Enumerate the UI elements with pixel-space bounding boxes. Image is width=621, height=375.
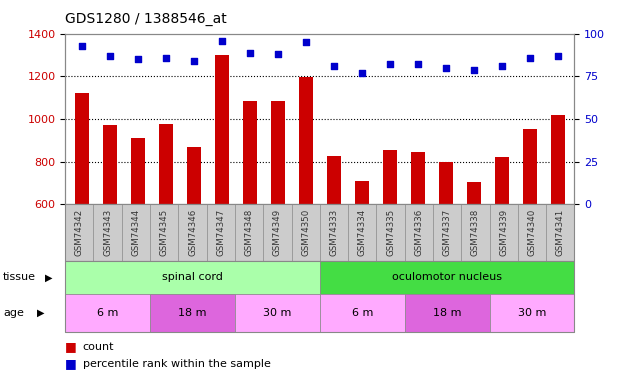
- Text: GSM74345: GSM74345: [160, 209, 169, 256]
- Text: GSM74343: GSM74343: [103, 209, 112, 256]
- Text: GSM74349: GSM74349: [273, 209, 282, 256]
- Text: 18 m: 18 m: [178, 308, 207, 318]
- Text: GSM74350: GSM74350: [301, 209, 310, 256]
- Bar: [131, 138, 145, 204]
- Text: GSM74342: GSM74342: [75, 209, 84, 256]
- Text: GDS1280 / 1388546_at: GDS1280 / 1388546_at: [65, 12, 227, 26]
- Text: count: count: [83, 342, 114, 352]
- Text: GSM74344: GSM74344: [132, 209, 140, 256]
- Point: [525, 55, 535, 61]
- Text: 18 m: 18 m: [433, 308, 461, 318]
- Text: ■: ■: [65, 340, 77, 353]
- Point: [245, 50, 255, 55]
- Point: [357, 70, 367, 76]
- Point: [413, 62, 423, 68]
- Bar: [159, 124, 173, 204]
- Text: GSM74333: GSM74333: [330, 209, 338, 256]
- Bar: [438, 162, 453, 204]
- Text: 6 m: 6 m: [97, 308, 119, 318]
- Bar: [410, 152, 425, 204]
- Point: [329, 63, 339, 69]
- Text: GSM74348: GSM74348: [245, 209, 253, 256]
- Text: 30 m: 30 m: [518, 308, 546, 318]
- Bar: [327, 156, 341, 204]
- Text: GSM74337: GSM74337: [443, 209, 451, 256]
- Text: GSM74339: GSM74339: [499, 209, 508, 256]
- Text: ▶: ▶: [37, 308, 44, 318]
- Point: [301, 39, 310, 45]
- Point: [217, 38, 227, 44]
- Bar: [243, 101, 257, 204]
- Point: [497, 63, 507, 69]
- Text: 30 m: 30 m: [263, 308, 292, 318]
- Bar: [495, 158, 509, 204]
- Text: GSM74336: GSM74336: [414, 209, 424, 256]
- Text: GSM74338: GSM74338: [471, 209, 480, 256]
- Point: [469, 67, 479, 73]
- Text: tissue: tissue: [3, 273, 36, 282]
- Text: GSM74346: GSM74346: [188, 209, 197, 256]
- Text: age: age: [3, 308, 24, 318]
- Text: oculomotor nucleus: oculomotor nucleus: [392, 273, 502, 282]
- Text: ▶: ▶: [45, 273, 52, 282]
- Text: GSM74341: GSM74341: [556, 209, 564, 256]
- Point: [105, 53, 115, 59]
- Point: [273, 51, 283, 57]
- Bar: [271, 101, 285, 204]
- Bar: [523, 129, 537, 204]
- Bar: [551, 115, 564, 204]
- Bar: [103, 126, 117, 204]
- Bar: [75, 93, 89, 204]
- Bar: [383, 150, 397, 204]
- Text: ■: ■: [65, 357, 77, 370]
- Point: [441, 65, 451, 71]
- Text: GSM74334: GSM74334: [358, 209, 367, 256]
- Point: [385, 62, 395, 68]
- Bar: [467, 182, 481, 204]
- Text: GSM74347: GSM74347: [216, 209, 225, 256]
- Text: percentile rank within the sample: percentile rank within the sample: [83, 359, 271, 369]
- Point: [161, 55, 171, 61]
- Point: [133, 56, 143, 62]
- Point: [553, 53, 563, 59]
- Point: [77, 43, 87, 49]
- Text: 6 m: 6 m: [351, 308, 373, 318]
- Text: GSM74335: GSM74335: [386, 209, 395, 256]
- Text: spinal cord: spinal cord: [162, 273, 223, 282]
- Bar: [187, 147, 201, 204]
- Bar: [215, 55, 229, 204]
- Point: [189, 58, 199, 64]
- Bar: [355, 181, 369, 204]
- Text: GSM74340: GSM74340: [527, 209, 537, 256]
- Bar: [299, 78, 313, 204]
